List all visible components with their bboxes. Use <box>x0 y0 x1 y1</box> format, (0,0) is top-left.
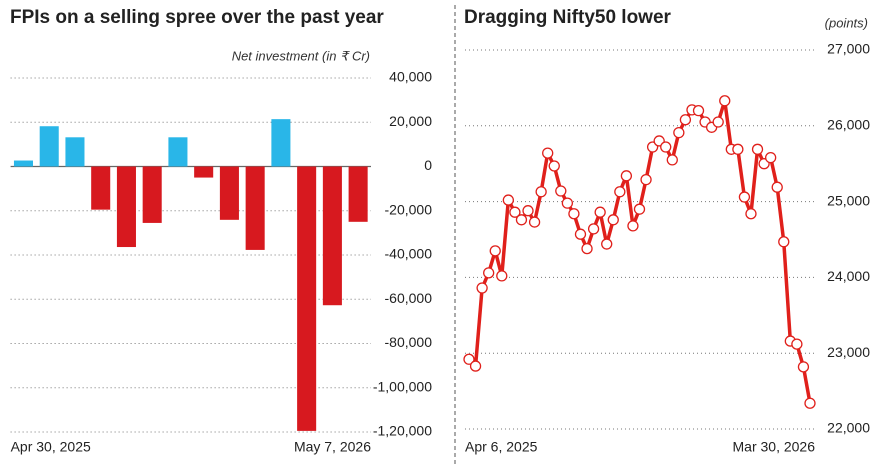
marker <box>640 173 652 186</box>
y-tick-label: 20,000 <box>389 113 432 129</box>
bar <box>245 166 265 250</box>
marker <box>469 360 482 372</box>
marker <box>804 397 816 409</box>
marker <box>633 203 646 215</box>
bar <box>39 126 59 167</box>
marker <box>778 236 790 248</box>
y-tick-label: 22,000 <box>827 420 870 436</box>
marker <box>666 154 678 166</box>
marker <box>535 186 547 198</box>
bar <box>219 166 239 220</box>
y-tick-label: 0 <box>424 157 432 173</box>
chart-title: Dragging Nifty50 lower <box>464 7 672 28</box>
marker <box>483 267 495 279</box>
marker <box>738 191 751 203</box>
marker <box>587 223 600 235</box>
marker <box>561 197 574 209</box>
y-axis-title: Net investment (in ₹ Cr) <box>232 48 370 63</box>
marker <box>509 206 521 218</box>
marker <box>745 208 757 220</box>
marker <box>542 147 554 159</box>
bar <box>13 160 33 167</box>
marker <box>620 170 633 182</box>
marker <box>548 160 560 172</box>
y-tick-label: -80,000 <box>385 334 433 350</box>
marker <box>765 151 777 164</box>
marker <box>581 242 593 255</box>
bar <box>91 166 111 210</box>
marker <box>522 205 534 217</box>
marker <box>476 282 488 294</box>
marker <box>692 104 705 117</box>
y-tick-label: 23,000 <box>827 344 870 360</box>
marker <box>719 95 731 107</box>
y-tick-label: -20,000 <box>385 201 433 217</box>
marker <box>660 141 672 153</box>
marker <box>489 245 501 257</box>
y-axis-title: (points) <box>825 15 868 30</box>
marker <box>594 206 606 218</box>
bar <box>194 166 214 178</box>
bar <box>65 137 85 167</box>
bar <box>116 166 136 248</box>
marker <box>601 238 613 250</box>
marker <box>751 143 764 155</box>
bar <box>297 166 317 431</box>
marker <box>496 270 508 282</box>
y-tick-label: -40,000 <box>385 246 433 262</box>
chart-title: FPIs on a selling spree over the past ye… <box>10 7 384 28</box>
marker <box>712 116 724 128</box>
marker <box>791 338 803 350</box>
bar <box>168 137 188 167</box>
marker <box>771 181 783 193</box>
marker <box>528 216 541 228</box>
marker <box>627 220 639 232</box>
marker <box>568 208 580 220</box>
y-tick-label: -1,20,000 <box>373 423 432 439</box>
marker <box>607 214 619 226</box>
bar <box>348 166 368 222</box>
bar <box>322 166 342 306</box>
bar <box>271 119 291 167</box>
y-tick-label: -60,000 <box>385 290 433 306</box>
y-tick-label: 25,000 <box>827 192 870 208</box>
marker <box>515 214 528 226</box>
y-tick-label: -1,00,000 <box>373 378 432 394</box>
marker <box>574 228 587 240</box>
y-tick-label: 40,000 <box>389 69 432 85</box>
marker <box>732 143 744 155</box>
bar <box>142 166 162 223</box>
x-tick-label: Apr 30, 2025 <box>11 439 91 455</box>
marker <box>797 361 810 373</box>
marker <box>463 353 475 365</box>
marker <box>673 126 685 139</box>
x-tick-label: Mar 30, 2026 <box>733 439 816 455</box>
marker <box>614 186 626 198</box>
marker <box>555 185 567 197</box>
x-tick-label: Apr 6, 2025 <box>465 439 538 455</box>
y-tick-label: 24,000 <box>827 268 870 284</box>
x-tick-label: May 7, 2026 <box>294 439 371 455</box>
y-tick-label: 26,000 <box>827 117 870 133</box>
marker <box>679 114 692 126</box>
y-tick-label: 27,000 <box>827 41 870 57</box>
marker <box>502 194 514 206</box>
